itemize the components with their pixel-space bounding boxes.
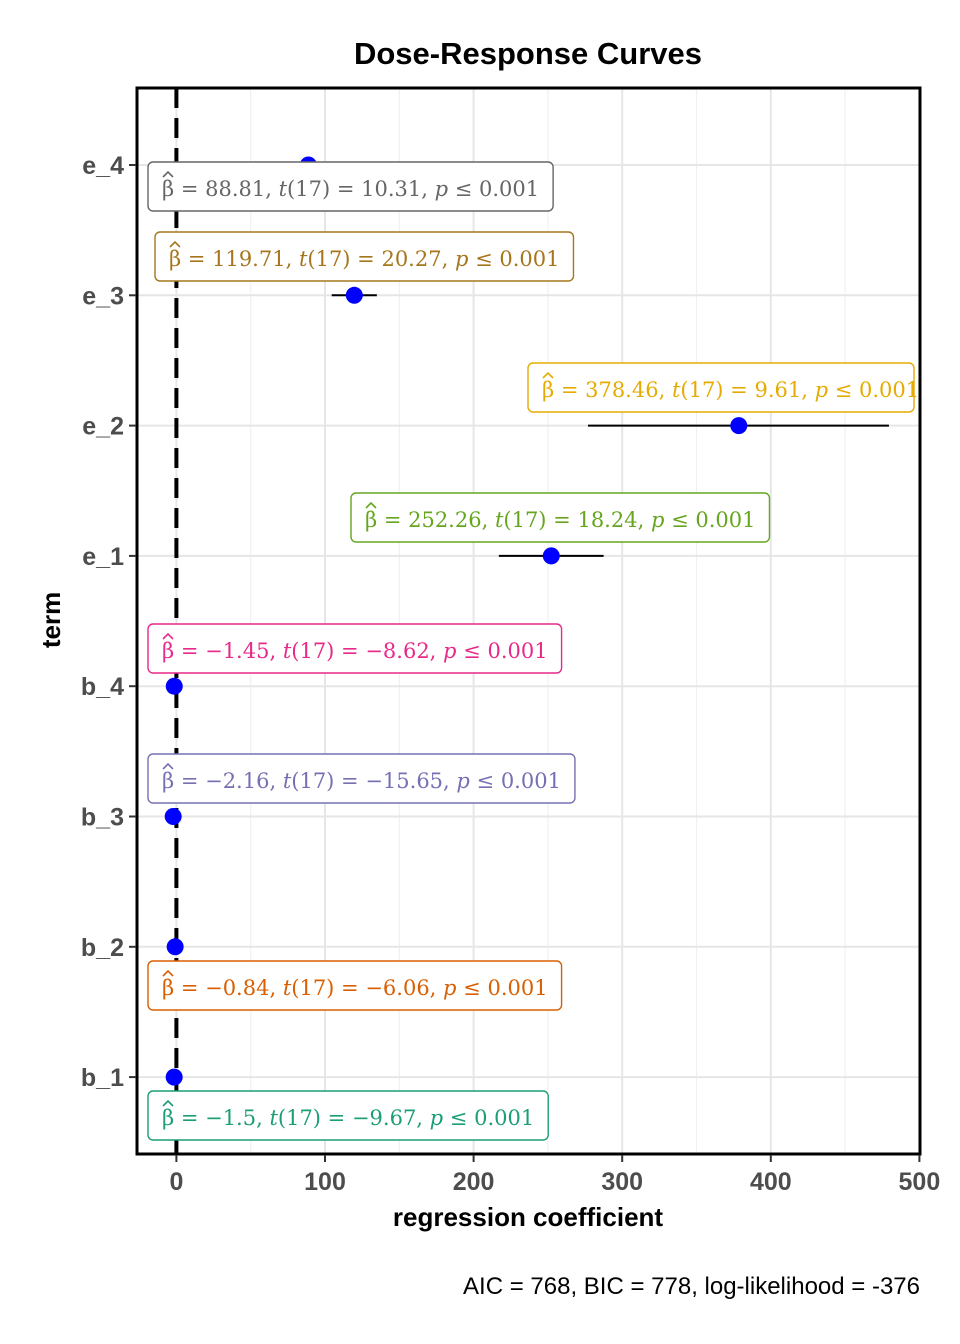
coefficient-point: [164, 808, 182, 825]
beta-hat-mark: [162, 1099, 174, 1107]
label-layer: β = 88.81, t(17) = 10.31, p ≤ 0.001 β = 1…: [147, 161, 919, 1141]
label-box: [147, 1090, 549, 1141]
label-box: [350, 492, 771, 543]
y-tick-label: e_1: [82, 543, 124, 571]
beta-hat-mark: [162, 632, 174, 640]
beta-hat-mark: [162, 762, 174, 770]
label-text: β = 88.81, t(17) = 10.31, p ≤ 0.001: [162, 177, 539, 201]
beta-hat-mark: [162, 969, 174, 977]
beta-hat-mark: [365, 501, 377, 509]
coefficient-point: [165, 677, 183, 695]
coefficient-point: [730, 417, 748, 435]
label-box: [147, 161, 554, 212]
beta-hat-mark: [162, 170, 174, 178]
confidence-interval-layer: [172, 164, 889, 1079]
y-tick-label: e_4: [82, 152, 124, 180]
x-axis-title: regression coefficient: [393, 1202, 664, 1232]
y-tick-label: e_2: [82, 413, 124, 441]
coefficient-label: β = 378.46, t(17) = 9.61, p ≤ 0.001: [527, 362, 919, 413]
coefficient-label: β = 88.81, t(17) = 10.31, p ≤ 0.001: [147, 161, 554, 212]
x-axis: 0 100 200 300 400 500: [169, 1155, 940, 1196]
x-tick-label: 400: [750, 1168, 792, 1196]
coefficient-point: [345, 286, 363, 304]
coefficient-label: β = −0.84, t(17) = −6.06, p ≤ 0.001: [147, 960, 563, 1011]
label-text: β = 119.71, t(17) = 20.27, p ≤ 0.001: [169, 247, 559, 271]
chart-title: Dose-Response Curves: [354, 36, 702, 71]
label-text: β = −2.16, t(17) = −15.65, p ≤ 0.001: [162, 769, 561, 793]
y-tick-label: b_1: [81, 1064, 124, 1092]
coefficient-label: β = −1.5, t(17) = −9.67, p ≤ 0.001: [147, 1090, 549, 1141]
label-text: β = −1.5, t(17) = −9.67, p ≤ 0.001: [162, 1106, 534, 1130]
coefficient-label: β = 119.71, t(17) = 20.27, p ≤ 0.001: [154, 231, 575, 282]
label-box: [147, 623, 563, 674]
model-fit-caption: AIC = 768, BIC = 778, log-likelihood = -…: [463, 1273, 920, 1300]
coefficient-label: β = 252.26, t(17) = 18.24, p ≤ 0.001: [350, 492, 771, 543]
label-text: β = 378.46, t(17) = 9.61, p ≤ 0.001: [542, 378, 919, 402]
x-tick-label: 500: [899, 1168, 941, 1196]
y-tick-label: b_4: [81, 673, 124, 701]
label-box: [527, 362, 915, 413]
y-tick-label: b_2: [81, 934, 124, 962]
y-tick-label: e_3: [82, 282, 124, 310]
coefficient-label: β = −1.45, t(17) = −8.62, p ≤ 0.001: [147, 623, 563, 674]
panel-border: [135, 86, 922, 1156]
beta-hat-mark: [169, 240, 181, 248]
coefficient-point: [165, 1068, 183, 1086]
coefficient-label: β = −2.16, t(17) = −15.65, p ≤ 0.001: [147, 753, 576, 804]
x-tick-label: 300: [601, 1168, 643, 1196]
y-tick-label: b_3: [81, 804, 124, 832]
coefficient-point: [166, 938, 184, 956]
coefficient-point: [542, 547, 560, 565]
label-box: [154, 231, 575, 282]
label-box: [147, 753, 576, 804]
x-tick-label: 0: [169, 1168, 183, 1196]
x-tick-label: 100: [304, 1168, 346, 1196]
label-text: β = −1.45, t(17) = −8.62, p ≤ 0.001: [162, 639, 548, 663]
y-axis-title: term: [36, 592, 66, 648]
beta-hat-mark: [542, 371, 554, 379]
x-tick-label: 200: [453, 1168, 495, 1196]
label-box: [147, 960, 563, 1011]
y-axis: e_4 e_3 e_2 e_1 b_4 b_3 b_2 b_1: [81, 152, 136, 1092]
label-text: β = 252.26, t(17) = 18.24, p ≤ 0.001: [365, 508, 755, 532]
label-text: β = −0.84, t(17) = −6.06, p ≤ 0.001: [162, 976, 548, 1000]
